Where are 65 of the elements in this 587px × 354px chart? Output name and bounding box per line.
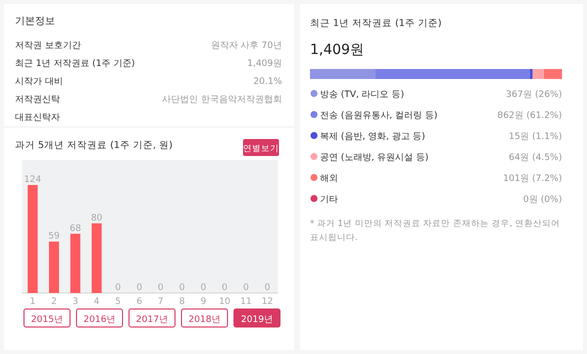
text: 20.1% xyxy=(253,77,282,87)
text: 2015년 xyxy=(31,315,63,325)
data-label: 80 xyxy=(90,213,103,224)
text: 64원 (4.5%) xyxy=(508,153,562,163)
category-label: 5 xyxy=(115,297,121,307)
data-label: 0 xyxy=(179,283,186,293)
category-label: 1 xyxy=(30,297,36,307)
data-label: 0 xyxy=(264,283,270,293)
legend-label: 기타 xyxy=(320,195,338,205)
text: 저작권 보호기간 xyxy=(15,41,81,51)
bar xyxy=(92,223,102,293)
category-label: 9 xyxy=(200,297,206,307)
category-label: 3 xyxy=(72,297,78,307)
data-label: 0 xyxy=(136,283,142,293)
data-label: 0 xyxy=(115,283,122,293)
text: 최근 1년 저작권료 (1주 기준) xyxy=(15,59,135,69)
text: 기본정보 xyxy=(15,16,55,27)
category-label: 6 xyxy=(136,297,142,307)
data-label: 0 xyxy=(158,283,164,293)
text: 367원 (26%) xyxy=(506,90,562,100)
legend-label: 해외 xyxy=(320,174,338,184)
text: 2016년 xyxy=(84,315,116,325)
text: 2019년 xyxy=(241,315,273,325)
text: 연별보기 xyxy=(243,144,279,154)
text: 862원 (61.2%) xyxy=(497,111,562,121)
chart-title: 과거 5개년 저작권료 (1주 기준, 원) xyxy=(15,140,173,151)
data-label: 68 xyxy=(70,224,82,234)
legend-label: 방송 (TV, 라디오 등) xyxy=(320,90,404,100)
bar xyxy=(532,69,544,79)
category-label: 7 xyxy=(158,297,164,307)
bar xyxy=(70,234,80,293)
text: 101원 (7.2%) xyxy=(503,174,562,184)
category-label: 8 xyxy=(179,297,185,307)
category-label: 10 xyxy=(218,297,230,307)
data-label: 124 xyxy=(24,175,42,185)
category-label: 2 xyxy=(51,297,57,307)
chart-title: 최근 1년 저작권료 (1주 기준) xyxy=(310,18,442,29)
text: 0원 (0%) xyxy=(523,195,562,205)
bar xyxy=(49,242,59,293)
chart-subtitle: 1,409원 xyxy=(310,42,364,58)
data-label: 0 xyxy=(243,283,250,293)
bar xyxy=(28,185,38,293)
legend-label: 공연 (노래방, 유원시설 등) xyxy=(320,153,428,163)
text: 사단법인 한국음악저작권협회 xyxy=(162,95,282,105)
text: 2018년 xyxy=(188,315,220,325)
category-label: 4 xyxy=(94,297,100,307)
text: 2017년 xyxy=(136,315,168,325)
text: * 과거 1년 미만의 저작권료 자료만 존재하는 경우, 연환산되어 표시됩니다. xyxy=(310,219,560,243)
data-label: 59 xyxy=(48,232,60,242)
text: 15원 (1.1%) xyxy=(508,132,562,142)
text: 저작권신탁 xyxy=(15,95,60,105)
data-label: 0 xyxy=(200,283,206,293)
text: 1,409원 xyxy=(247,59,282,69)
legend-label: 전송 (음원유통사, 컬러링 등) xyxy=(320,111,438,121)
legend-label: 복제 (음반, 영화, 광고 등) xyxy=(320,132,426,142)
text: 대표신탁자 xyxy=(15,113,60,123)
category-label: 11 xyxy=(240,297,252,307)
data-label: 0 xyxy=(222,283,228,293)
bar xyxy=(310,69,376,79)
text: 원작자 사후 70년 xyxy=(210,41,282,51)
bar xyxy=(376,69,530,79)
text: 시작가 대비 xyxy=(15,77,63,87)
bar xyxy=(530,69,533,79)
bar xyxy=(544,69,562,79)
category-label: 12 xyxy=(262,297,274,307)
